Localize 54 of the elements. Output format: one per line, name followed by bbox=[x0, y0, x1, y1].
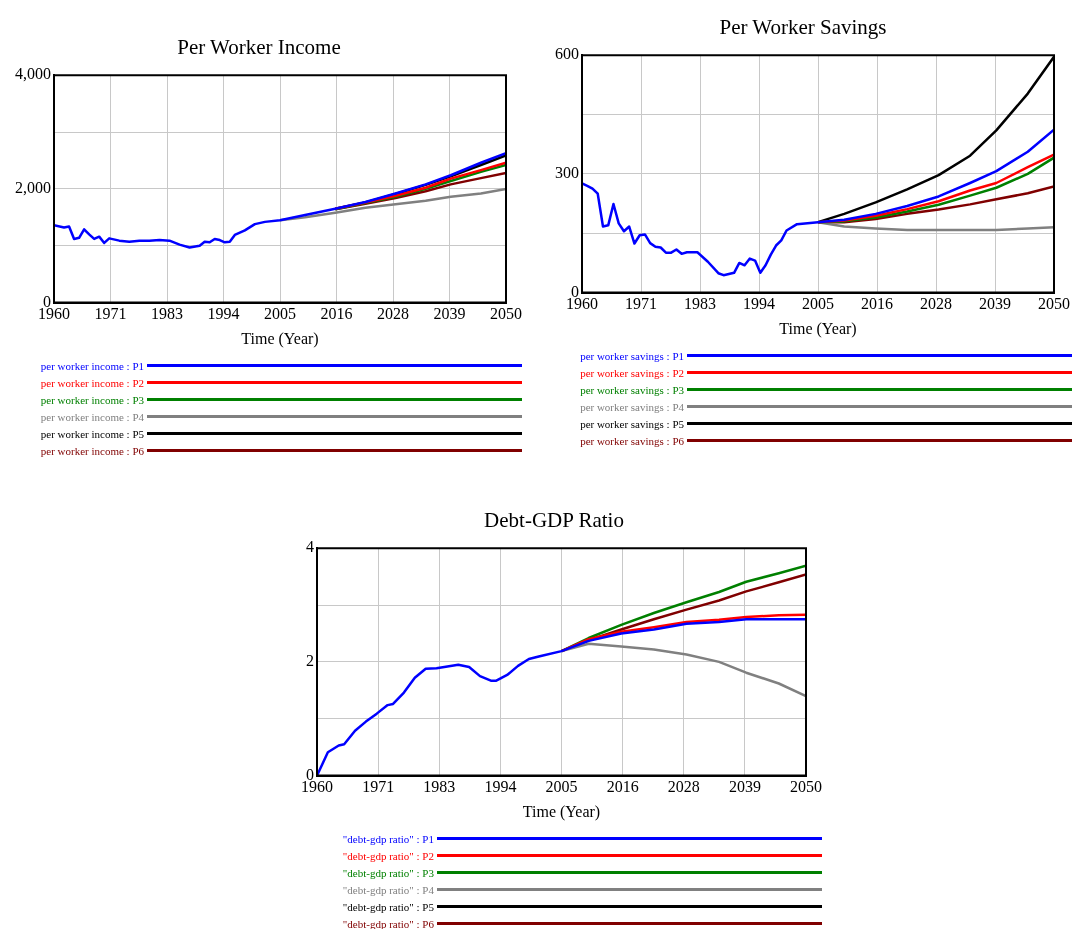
x-tick-label: 2050 bbox=[490, 305, 522, 323]
text: per worker savings : P5 bbox=[579, 417, 684, 430]
x-tick-label: 2016 bbox=[320, 305, 353, 323]
text: per worker income : P4 bbox=[39, 410, 144, 423]
y-tick-label: 300 bbox=[555, 164, 579, 182]
x-axis-title: Time (Year) bbox=[522, 802, 601, 821]
text: "debt-gdp ratio" : P6 bbox=[341, 917, 434, 929]
y-tick-label: 4 bbox=[306, 538, 314, 556]
x-tick-label: 2028 bbox=[377, 305, 409, 323]
y-tick-label: 2,000 bbox=[15, 179, 51, 197]
chart-title: Per Worker Savings bbox=[719, 15, 887, 40]
legend-label: "debt-gdp ratio" : P5 bbox=[341, 900, 434, 913]
x-tick-label: 2050 bbox=[790, 778, 822, 796]
text: "debt-gdp ratio" : P1 bbox=[341, 832, 434, 845]
text: per worker income : P2 bbox=[39, 376, 144, 389]
chart-title: Debt-GDP Ratio bbox=[484, 508, 624, 533]
x-tick-label: 1983 bbox=[151, 305, 183, 323]
text: per worker income : P5 bbox=[39, 427, 144, 440]
text: per worker income : P3 bbox=[39, 393, 144, 406]
text: per worker savings : P2 bbox=[579, 366, 684, 379]
text: per worker savings : P4 bbox=[579, 400, 684, 413]
x-axis-title: Time (Year) bbox=[241, 329, 319, 348]
x-tick-label: 2016 bbox=[606, 778, 639, 796]
text: per worker income : P1 bbox=[39, 359, 144, 372]
x-tick-label: 2050 bbox=[1038, 295, 1070, 313]
x-tick-label: 2039 bbox=[433, 305, 466, 323]
x-tick-label: 2039 bbox=[728, 778, 761, 796]
text: per worker savings : P3 bbox=[579, 383, 684, 396]
x-tick-label: 2039 bbox=[979, 295, 1011, 313]
x-tick-label: 2005 bbox=[545, 778, 578, 796]
text: "debt-gdp ratio" : P4 bbox=[341, 883, 434, 896]
y-tick-label: 600 bbox=[555, 45, 579, 63]
x-axis-title: Time (Year) bbox=[779, 319, 857, 338]
x-tick-label: 1971 bbox=[362, 778, 395, 796]
x-tick-label: 1983 bbox=[684, 295, 716, 313]
y-tick-label: 2 bbox=[306, 652, 314, 670]
x-tick-label: 1994 bbox=[207, 305, 240, 323]
x-tick-label: 1971 bbox=[94, 305, 127, 323]
text: per worker savings : P6 bbox=[579, 434, 684, 447]
x-tick-label: 2016 bbox=[861, 295, 893, 313]
x-tick-label: 2028 bbox=[920, 295, 952, 313]
text: per worker savings : P1 bbox=[579, 349, 684, 362]
x-tick-label: 1971 bbox=[625, 295, 657, 313]
x-tick-label: 1994 bbox=[484, 778, 517, 796]
chart-title: Per Worker Income bbox=[177, 35, 341, 60]
x-tick-label: 1994 bbox=[743, 295, 775, 313]
x-tick-label: 2005 bbox=[264, 305, 296, 323]
text: per worker income : P6 bbox=[39, 444, 144, 457]
x-tick-label: 2005 bbox=[802, 295, 834, 313]
y-tick-label: 4,000 bbox=[15, 65, 51, 83]
x-tick-label: 2028 bbox=[667, 778, 700, 796]
x-tick-label: 1983 bbox=[423, 778, 456, 796]
text: "debt-gdp ratio" : P2 bbox=[341, 849, 434, 862]
text: "debt-gdp ratio" : P3 bbox=[341, 866, 434, 879]
